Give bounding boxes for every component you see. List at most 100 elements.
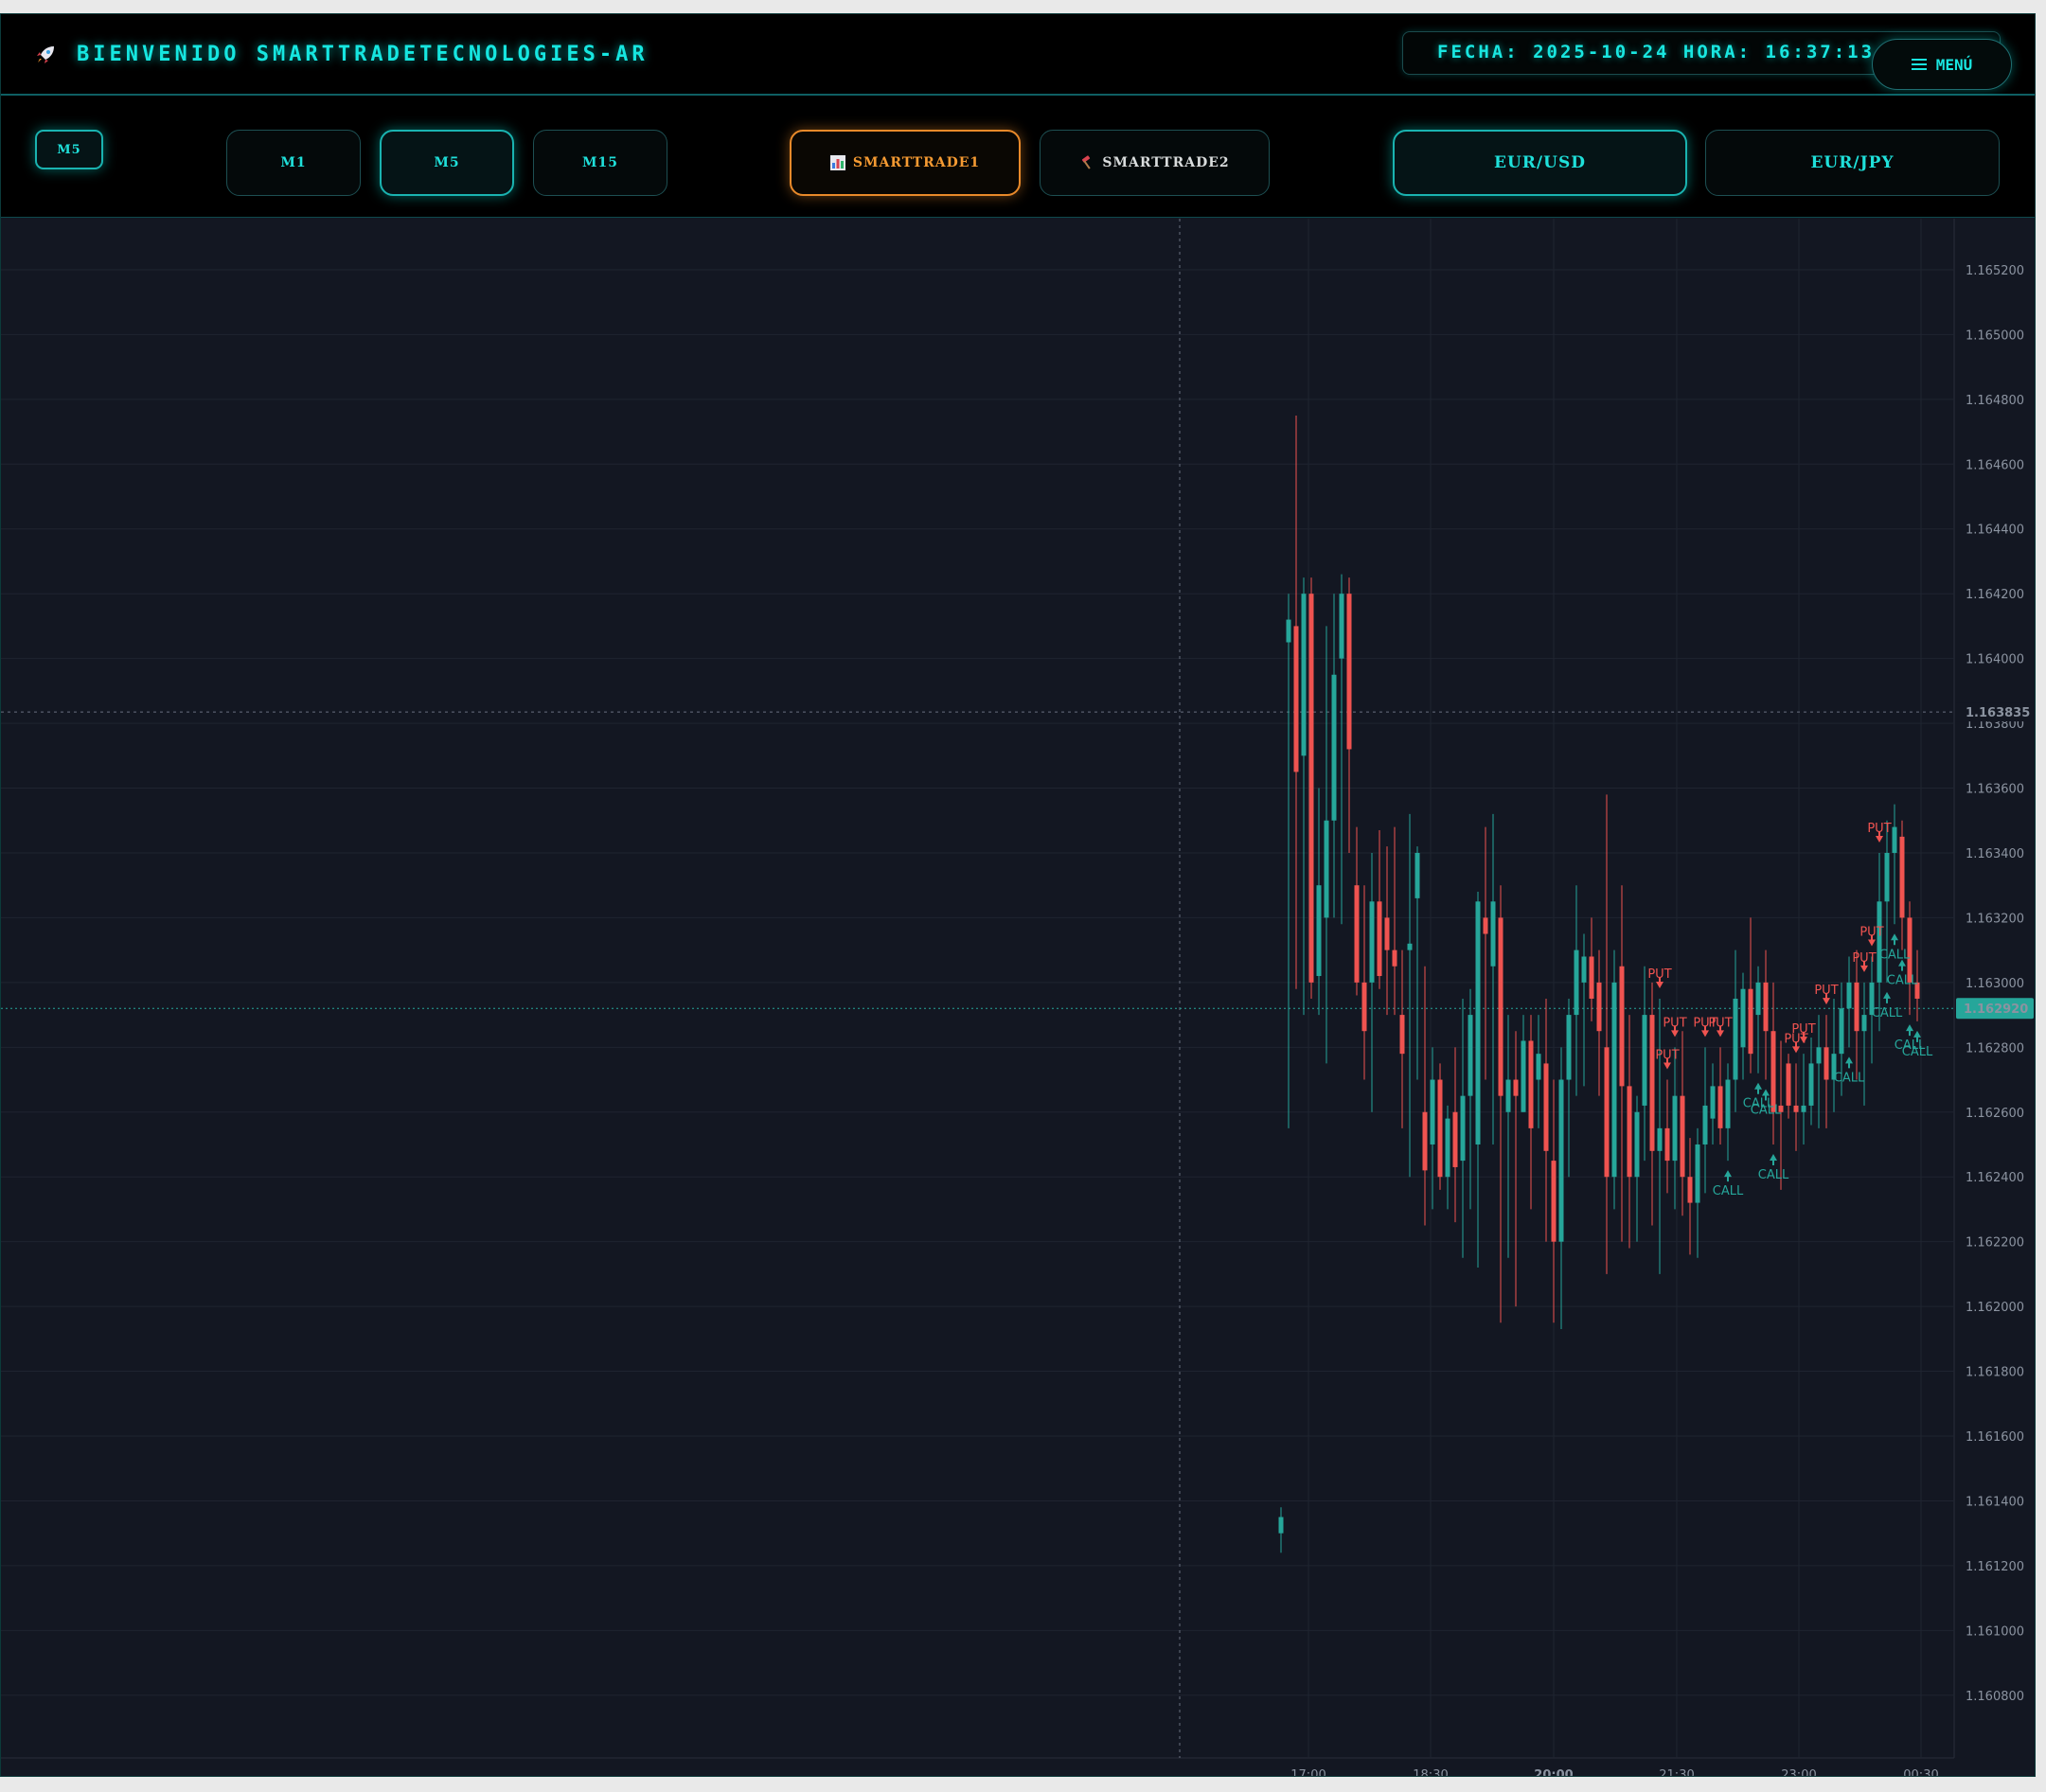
menu-button[interactable]: MENÚ: [1872, 39, 2012, 90]
candle-bullish: [1324, 820, 1329, 918]
candle-bullish: [1505, 1079, 1511, 1112]
candle-bearish: [1770, 1031, 1776, 1112]
y-tick-label: 1.161400: [1966, 1495, 2024, 1509]
pair-eurjpy-button[interactable]: EUR/JPY: [1705, 130, 2000, 196]
y-tick-label: 1.160800: [1966, 1690, 2024, 1704]
call-arrow-up-icon: [1754, 1082, 1762, 1094]
candle-bearish: [1778, 1105, 1784, 1112]
y-tick-label: 1.165000: [1966, 328, 2024, 343]
hammer-icon: [1082, 155, 1092, 169]
candle-bullish: [1642, 1015, 1647, 1106]
candle-bearish: [1914, 982, 1920, 999]
candle-bearish: [1664, 1127, 1670, 1162]
candle-bullish: [1445, 1118, 1450, 1178]
y-tick-label: 1.161800: [1966, 1366, 2024, 1380]
put-signal-label: PUT: [1784, 1032, 1807, 1046]
candle-bullish: [1407, 943, 1413, 950]
candle-bullish: [1430, 1079, 1435, 1144]
menu-label: MENÚ: [1935, 55, 1973, 74]
timeframe-m1-button[interactable]: M1: [226, 130, 361, 196]
put-signal-label: PUT: [1647, 967, 1671, 982]
toolbar: M5 M1 M5 M15 SMARTTRADE1 SMARTTRADE2: [1, 96, 2035, 218]
x-tick-label: 20:00: [1534, 1768, 1573, 1776]
x-tick-label: 17:00: [1290, 1768, 1325, 1776]
y-tick-label: 1.163400: [1966, 847, 2024, 861]
put-arrow-down-icon: [1717, 1025, 1724, 1038]
candle-bullish: [1755, 982, 1761, 1016]
put-arrow-down-icon: [1823, 993, 1830, 1005]
candle-bearish: [1483, 917, 1488, 934]
y-tick-label: 1.164600: [1966, 458, 2024, 472]
candle-bullish: [1702, 1105, 1708, 1144]
call-signal-label: CALL: [1879, 948, 1911, 962]
candle-bearish: [1763, 982, 1769, 1032]
candle-bullish: [1733, 998, 1738, 1080]
strategy-smarttrade1-label: SMARTTRADE1: [852, 155, 981, 170]
candle-bullish: [1339, 594, 1344, 659]
rocket-icon: [37, 45, 54, 63]
candle-bearish: [1907, 917, 1913, 983]
put-signal-label: PUT: [1791, 1022, 1815, 1037]
candle-bearish: [1748, 988, 1753, 1055]
y-tick-label: 1.162000: [1966, 1301, 2024, 1315]
put-signal-label: PUT: [1867, 822, 1891, 836]
candle-bullish: [1301, 594, 1307, 756]
pair-eurusd-button[interactable]: EUR/USD: [1393, 130, 1687, 196]
put-arrow-down-icon: [1876, 830, 1883, 843]
candle-bearish: [1437, 1079, 1443, 1178]
candle-bullish: [1839, 1008, 1844, 1055]
candle-bullish: [1558, 1079, 1564, 1242]
candle-bearish: [1528, 1040, 1534, 1128]
crosshair-price-bg: [1956, 702, 2034, 722]
strategy-smarttrade2-label: SMARTTRADE2: [1102, 155, 1230, 170]
candle-bearish: [1361, 982, 1367, 1032]
last-price-label: 1.162920: [1964, 1002, 2028, 1017]
call-signal-label: CALL: [1713, 1184, 1744, 1198]
timeframe-m1-label: M1: [280, 155, 307, 170]
timeframe-m15-button[interactable]: M15: [533, 130, 667, 196]
call-signal-label: CALL: [1887, 974, 1918, 988]
call-arrow-up-icon: [1762, 1089, 1770, 1101]
y-tick-label: 1.162800: [1966, 1041, 2024, 1056]
candle-bearish: [1596, 982, 1602, 1032]
hamburger-icon: [1911, 58, 1927, 71]
candle-bearish: [1619, 966, 1625, 1087]
candle-bearish: [1627, 1086, 1632, 1178]
candle-bullish: [1536, 1054, 1541, 1080]
candle-bullish: [1316, 885, 1322, 977]
candle-bullish: [1846, 982, 1852, 1009]
y-tick-label: 1.161200: [1966, 1560, 2024, 1574]
candle-bearish: [1543, 1063, 1549, 1151]
candle-bullish: [1331, 674, 1337, 821]
current-timeframe-badge[interactable]: M5: [35, 130, 103, 169]
strategy-smarttrade2-button[interactable]: SMARTTRADE2: [1040, 130, 1270, 196]
crosshair-price-label: 1.163835: [1966, 706, 2030, 720]
candle-bearish: [1680, 1095, 1685, 1178]
put-arrow-down-icon: [1860, 960, 1868, 972]
strategy-smarttrade1-button[interactable]: SMARTTRADE1: [790, 130, 1021, 196]
candle-bullish: [1369, 901, 1375, 983]
call-arrow-up-icon: [1891, 933, 1898, 946]
y-tick-label: 1.162400: [1966, 1171, 2024, 1185]
y-tick-label: 1.165200: [1966, 264, 2024, 278]
candle-bullish: [1801, 1105, 1806, 1112]
candle-bullish: [1460, 1095, 1466, 1162]
put-arrow-down-icon: [1671, 1025, 1679, 1038]
candle-bearish: [1589, 956, 1594, 999]
price-chart[interactable]: 1.165200 1.165000 1.164800 1.164600 1.164400…: [1, 219, 2035, 1776]
put-signal-label: PUT: [1859, 925, 1883, 939]
candle-bullish: [1634, 1111, 1640, 1178]
y-tick-label: 1.163600: [1966, 783, 2024, 797]
candle-bullish: [1831, 1054, 1837, 1080]
call-arrow-up-icon: [1906, 1024, 1913, 1037]
candlestick-chart-svg[interactable]: 1.165200 1.165000 1.164800 1.164600 1.164400…: [1, 219, 2035, 1776]
datetime-text: FECHA: 2025-10-24 HORA: 16:37:13: [1437, 42, 1876, 62]
timeframe-m5-button[interactable]: M5: [380, 130, 514, 196]
candle-bullish: [1884, 852, 1890, 902]
x-tick-label: 21:30: [1659, 1768, 1694, 1776]
candle-bullish: [1710, 1086, 1716, 1119]
x-tick-label: 00:30: [1903, 1768, 1938, 1776]
pair-eurjpy-label: EUR/JPY: [1810, 153, 1895, 172]
candle-bullish: [1816, 1047, 1822, 1064]
candle-bullish: [1877, 901, 1882, 983]
